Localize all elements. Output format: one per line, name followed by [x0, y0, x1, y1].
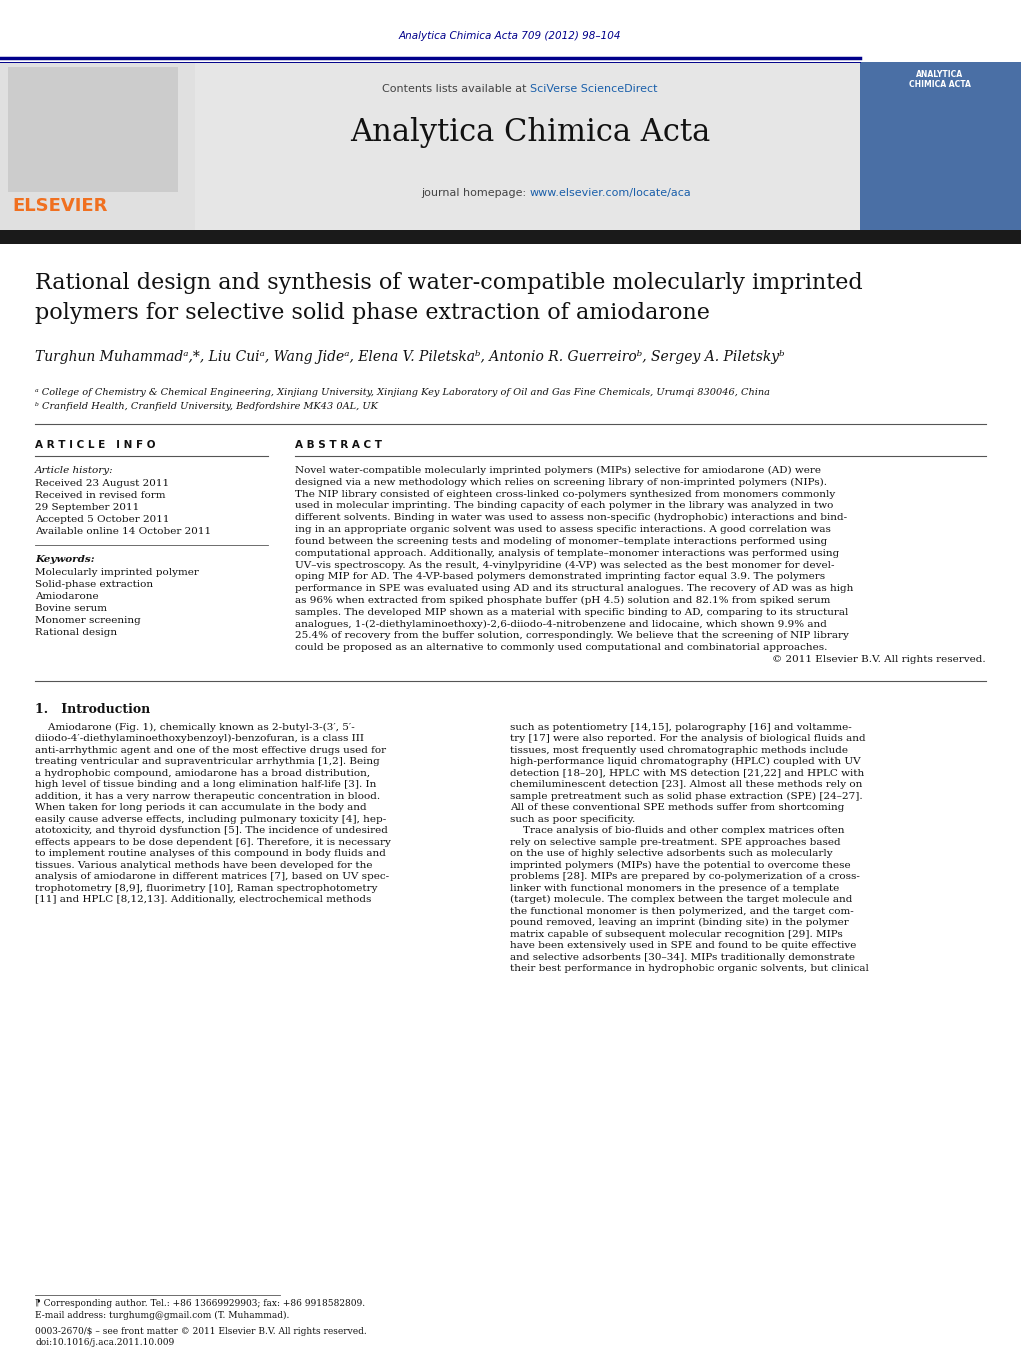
Text: The NIP library consisted of eighteen cross-linked co-polymers synthesized from : The NIP library consisted of eighteen cr… [295, 489, 835, 499]
Text: a hydrophobic compound, amiodarone has a broad distribution,: a hydrophobic compound, amiodarone has a… [35, 769, 371, 778]
Text: Molecularly imprinted polymer: Molecularly imprinted polymer [35, 567, 199, 577]
Text: have been extensively used in SPE and found to be quite effective: have been extensively used in SPE and fo… [510, 942, 857, 950]
Text: high-performance liquid chromatography (HPLC) coupled with UV: high-performance liquid chromatography (… [510, 757, 861, 766]
Text: doi:10.1016/j.aca.2011.10.009: doi:10.1016/j.aca.2011.10.009 [35, 1337, 175, 1347]
Text: matrix capable of subsequent molecular recognition [29]. MIPs: matrix capable of subsequent molecular r… [510, 929, 842, 939]
Text: Accepted 5 October 2011: Accepted 5 October 2011 [35, 515, 169, 524]
Text: used in molecular imprinting. The binding capacity of each polymer in the librar: used in molecular imprinting. The bindin… [295, 501, 833, 511]
Text: SciVerse ScienceDirect: SciVerse ScienceDirect [530, 84, 658, 95]
Text: tissues, most frequently used chromatographic methods include: tissues, most frequently used chromatogr… [510, 746, 848, 755]
Text: designed via a new methodology which relies on screening library of non-imprinte: designed via a new methodology which rel… [295, 478, 827, 486]
Bar [0, 230, 1021, 245]
Text: www.elsevier.com/locate/aca: www.elsevier.com/locate/aca [530, 188, 692, 199]
Text: try [17] were also reported. For the analysis of biological fluids and: try [17] were also reported. For the ana… [510, 734, 866, 743]
Text: Novel water-compatible molecularly imprinted polymers (MIPs) selective for amiod: Novel water-compatible molecularly impri… [295, 466, 821, 476]
Bar [860, 62, 1021, 230]
Text: A R T I C L E   I N F O: A R T I C L E I N F O [35, 440, 155, 450]
Text: Turghun Muhammadᵃ,*, Liu Cuiᵃ, Wang Jideᵃ, Elena V. Piletskaᵇ, Antonio R. Guerre: Turghun Muhammadᵃ,*, Liu Cuiᵃ, Wang Jide… [35, 350, 784, 363]
Text: to implement routine analyses of this compound in body fluids and: to implement routine analyses of this co… [35, 848, 386, 858]
Text: such as potentiometry [14,15], polarography [16] and voltamme-: such as potentiometry [14,15], polarogra… [510, 723, 852, 732]
Text: analysis of amiodarone in different matrices [7], based on UV spec-: analysis of amiodarone in different matr… [35, 873, 389, 881]
Text: on the use of highly selective adsorbents such as molecularly: on the use of highly selective adsorbent… [510, 848, 832, 858]
Text: Available online 14 October 2011: Available online 14 October 2011 [35, 527, 211, 536]
Bar [0, 62, 860, 230]
Text: Amiodarone: Amiodarone [35, 592, 99, 601]
Bar [0, 62, 195, 230]
Text: oping MIP for AD. The 4-VP-based polymers demonstrated imprinting factor equal 3: oping MIP for AD. The 4-VP-based polymer… [295, 573, 825, 581]
Text: Amiodarone (Fig. 1), chemically known as 2-butyl-3-(3′, 5′-: Amiodarone (Fig. 1), chemically known as… [35, 723, 354, 732]
Text: Contents lists available at: Contents lists available at [382, 84, 530, 95]
Text: analogues, 1-(2-diethylaminoethoxy)-2,6-diiodo-4-nitrobenzene and lidocaine, whi: analogues, 1-(2-diethylaminoethoxy)-2,6-… [295, 619, 827, 628]
Text: All of these conventional SPE methods suffer from shortcoming: All of these conventional SPE methods su… [510, 802, 844, 812]
Text: Received 23 August 2011: Received 23 August 2011 [35, 480, 169, 488]
Text: Article history:: Article history: [35, 466, 113, 476]
Text: Analytica Chimica Acta: Analytica Chimica Acta [350, 118, 711, 149]
Text: ᵃ College of Chemistry & Chemical Engineering, Xinjiang University, Xinjiang Key: ᵃ College of Chemistry & Chemical Engine… [35, 388, 770, 397]
Text: UV–vis spectroscopy. As the result, 4-vinylpyridine (4-VP) was selected as the b: UV–vis spectroscopy. As the result, 4-vi… [295, 561, 834, 570]
Text: 25.4% of recovery from the buffer solution, correspondingly. We believe that the: 25.4% of recovery from the buffer soluti… [295, 631, 848, 640]
Text: (target) molecule. The complex between the target molecule and: (target) molecule. The complex between t… [510, 896, 853, 904]
Text: chemiluminescent detection [23]. Almost all these methods rely on: chemiluminescent detection [23]. Almost … [510, 780, 863, 789]
Text: could be proposed as an alternative to commonly used computational and combinato: could be proposed as an alternative to c… [295, 643, 827, 653]
Text: their best performance in hydrophobic organic solvents, but clinical: their best performance in hydrophobic or… [510, 965, 869, 973]
Text: different solvents. Binding in water was used to assess non-specific (hydrophobi: different solvents. Binding in water was… [295, 513, 847, 523]
Text: sample pretreatment such as solid phase extraction (SPE) [24–27].: sample pretreatment such as solid phase … [510, 792, 863, 801]
Text: polymers for selective solid phase extraction of amiodarone: polymers for selective solid phase extra… [35, 303, 710, 324]
Text: and selective adsorbents [30–34]. MIPs traditionally demonstrate: and selective adsorbents [30–34]. MIPs t… [510, 952, 855, 962]
Text: diiodo-4′-diethylaminoethoxybenzoyl)-benzofuran, is a class III: diiodo-4′-diethylaminoethoxybenzoyl)-ben… [35, 734, 364, 743]
Text: Monomer screening: Monomer screening [35, 616, 141, 626]
Text: linker with functional monomers in the presence of a template: linker with functional monomers in the p… [510, 884, 839, 893]
Text: Bovine serum: Bovine serum [35, 604, 107, 613]
Text: E-mail address: turghumg@gmail.com (T. Muhammad).: E-mail address: turghumg@gmail.com (T. M… [35, 1310, 289, 1320]
Text: atotoxicity, and thyroid dysfunction [5]. The incidence of undesired: atotoxicity, and thyroid dysfunction [5]… [35, 825, 388, 835]
Text: ANALYTICA
CHIMICA ACTA: ANALYTICA CHIMICA ACTA [909, 70, 971, 89]
Text: Keywords:: Keywords: [35, 555, 95, 563]
Text: Received in revised form: Received in revised form [35, 490, 165, 500]
Text: Solid-phase extraction: Solid-phase extraction [35, 580, 153, 589]
Text: Analytica Chimica Acta 709 (2012) 98–104: Analytica Chimica Acta 709 (2012) 98–104 [399, 31, 621, 41]
Text: ELSEVIER: ELSEVIER [12, 197, 107, 215]
Text: anti-arrhythmic agent and one of the most effective drugs used for: anti-arrhythmic agent and one of the mos… [35, 746, 386, 755]
Text: treating ventricular and supraventricular arrhythmia [1,2]. Being: treating ventricular and supraventricula… [35, 757, 380, 766]
Text: performance in SPE was evaluated using AD and its structural analogues. The reco: performance in SPE was evaluated using A… [295, 584, 854, 593]
Text: 1.   Introduction: 1. Introduction [35, 703, 150, 716]
Text: samples. The developed MIP shown as a material with specific binding to AD, comp: samples. The developed MIP shown as a ma… [295, 608, 848, 616]
Text: ⁋ Corresponding author. Tel.: +86 13669929903; fax: +86 9918582809.: ⁋ Corresponding author. Tel.: +86 136699… [35, 1300, 366, 1308]
Text: [11] and HPLC [8,12,13]. Additionally, electrochemical methods: [11] and HPLC [8,12,13]. Additionally, e… [35, 896, 372, 904]
Text: as 96% when extracted from spiked phosphate buffer (pH 4.5) solution and 82.1% f: as 96% when extracted from spiked phosph… [295, 596, 830, 605]
Text: 29 September 2011: 29 September 2011 [35, 503, 139, 512]
Text: A B S T R A C T: A B S T R A C T [295, 440, 382, 450]
Text: effects appears to be dose dependent [6]. Therefore, it is necessary: effects appears to be dose dependent [6]… [35, 838, 391, 847]
Text: 0003-2670/$ – see front matter © 2011 Elsevier B.V. All rights reserved.: 0003-2670/$ – see front matter © 2011 El… [35, 1327, 367, 1336]
Text: journal homepage:: journal homepage: [422, 188, 530, 199]
Text: When taken for long periods it can accumulate in the body and: When taken for long periods it can accum… [35, 802, 367, 812]
Text: Trace analysis of bio-fluids and other complex matrices often: Trace analysis of bio-fluids and other c… [510, 825, 844, 835]
Text: tissues. Various analytical methods have been developed for the: tissues. Various analytical methods have… [35, 861, 373, 870]
Bar [0, 0, 1021, 58]
Text: found between the screening tests and modeling of monomer–template interactions : found between the screening tests and mo… [295, 536, 827, 546]
Text: Rational design: Rational design [35, 628, 117, 638]
Text: the functional monomer is then polymerized, and the target com-: the functional monomer is then polymeriz… [510, 907, 854, 916]
Text: easily cause adverse effects, including pulmonary toxicity [4], hep-: easily cause adverse effects, including … [35, 815, 386, 824]
Text: Rational design and synthesis of water-compatible molecularly imprinted: Rational design and synthesis of water-c… [35, 272, 863, 295]
Text: rely on selective sample pre-treatment. SPE approaches based: rely on selective sample pre-treatment. … [510, 838, 840, 847]
Text: imprinted polymers (MIPs) have the potential to overcome these: imprinted polymers (MIPs) have the poten… [510, 861, 850, 870]
Text: computational approach. Additionally, analysis of template–monomer interactions : computational approach. Additionally, an… [295, 549, 839, 558]
Text: detection [18–20], HPLC with MS detection [21,22] and HPLC with: detection [18–20], HPLC with MS detectio… [510, 769, 864, 778]
Text: such as poor specificity.: such as poor specificity. [510, 815, 635, 824]
Text: trophotometry [8,9], fluorimetry [10], Raman spectrophotometry: trophotometry [8,9], fluorimetry [10], R… [35, 884, 378, 893]
Text: ᵇ Cranfield Health, Cranfield University, Bedfordshire MK43 0AL, UK: ᵇ Cranfield Health, Cranfield University… [35, 403, 378, 411]
Bar [8, 68, 178, 192]
Text: ing in an appropriate organic solvent was used to assess specific interactions. : ing in an appropriate organic solvent wa… [295, 526, 831, 534]
Text: pound removed, leaving an imprint (binding site) in the polymer: pound removed, leaving an imprint (bindi… [510, 919, 848, 927]
Text: © 2011 Elsevier B.V. All rights reserved.: © 2011 Elsevier B.V. All rights reserved… [772, 655, 986, 663]
Text: problems [28]. MIPs are prepared by co-polymerization of a cross-: problems [28]. MIPs are prepared by co-p… [510, 873, 860, 881]
Text: high level of tissue binding and a long elimination half-life [3]. In: high level of tissue binding and a long … [35, 780, 377, 789]
Text: addition, it has a very narrow therapeutic concentration in blood.: addition, it has a very narrow therapeut… [35, 792, 380, 801]
